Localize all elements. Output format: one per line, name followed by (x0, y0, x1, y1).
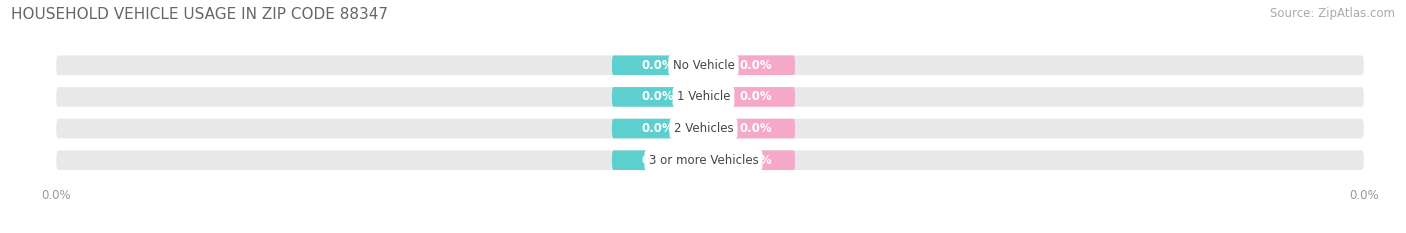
Text: 2 Vehicles: 2 Vehicles (673, 122, 734, 135)
FancyBboxPatch shape (612, 87, 703, 107)
Text: Source: ZipAtlas.com: Source: ZipAtlas.com (1270, 7, 1395, 20)
Text: 0.0%: 0.0% (740, 122, 772, 135)
FancyBboxPatch shape (717, 119, 794, 138)
Text: 0.0%: 0.0% (641, 59, 673, 72)
FancyBboxPatch shape (56, 151, 1364, 170)
Text: 0.0%: 0.0% (740, 154, 772, 167)
Text: 0.0%: 0.0% (740, 90, 772, 103)
FancyBboxPatch shape (717, 87, 794, 107)
FancyBboxPatch shape (56, 87, 1364, 107)
Text: HOUSEHOLD VEHICLE USAGE IN ZIP CODE 88347: HOUSEHOLD VEHICLE USAGE IN ZIP CODE 8834… (11, 7, 388, 22)
FancyBboxPatch shape (612, 151, 703, 170)
Text: 0.0%: 0.0% (740, 59, 772, 72)
FancyBboxPatch shape (612, 55, 703, 75)
FancyBboxPatch shape (56, 55, 1364, 75)
FancyBboxPatch shape (56, 119, 1364, 138)
Text: No Vehicle: No Vehicle (672, 59, 734, 72)
FancyBboxPatch shape (717, 55, 794, 75)
Text: 0.0%: 0.0% (641, 90, 673, 103)
Text: 0.0%: 0.0% (641, 122, 673, 135)
Text: 1 Vehicle: 1 Vehicle (676, 90, 730, 103)
Text: 3 or more Vehicles: 3 or more Vehicles (648, 154, 758, 167)
Text: 0.0%: 0.0% (641, 154, 673, 167)
FancyBboxPatch shape (717, 151, 794, 170)
FancyBboxPatch shape (612, 119, 703, 138)
